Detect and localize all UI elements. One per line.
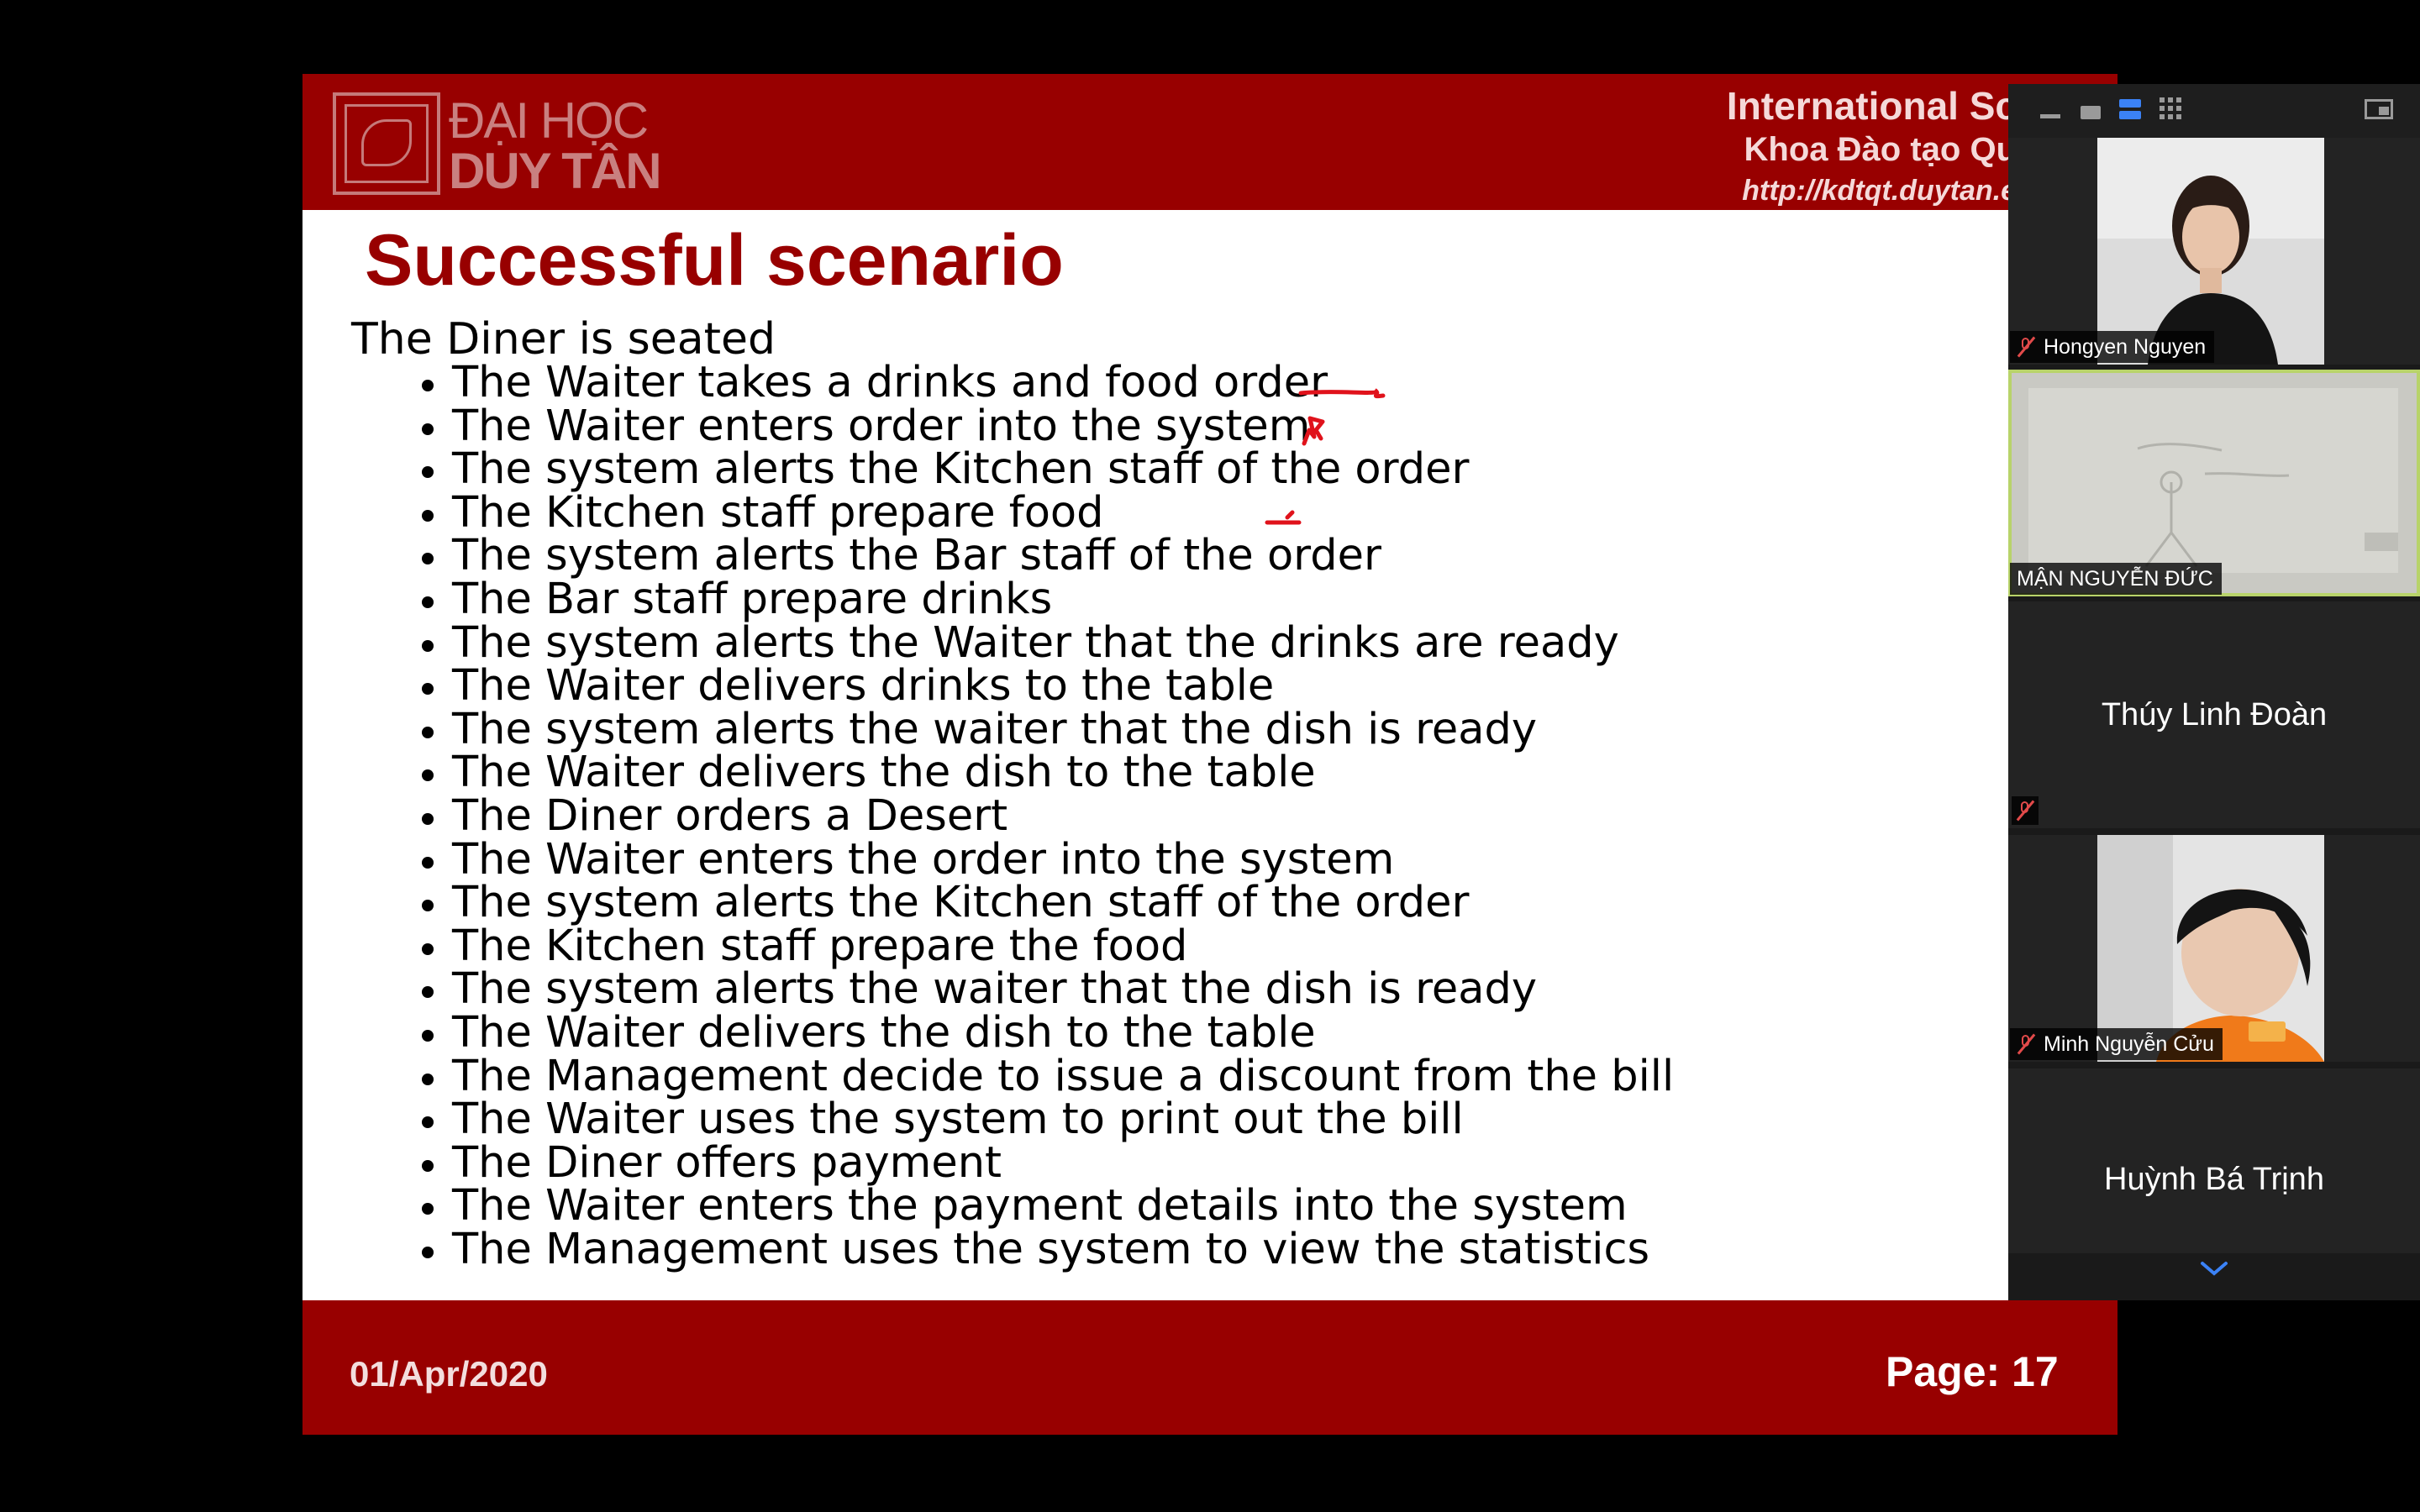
participant-name: Thúy Linh Đoàn — [2101, 697, 2328, 732]
bullet-item: The Waiter delivers the dish to the tabl… — [418, 1011, 1674, 1055]
bullet-item: The Waiter takes a drinks and food order — [418, 361, 1674, 405]
logo-text-line2: DUY TÂN — [449, 143, 662, 199]
participant-tile-hongyen[interactable]: Hongyen Nguyen — [2008, 138, 2420, 365]
chevron-down-icon[interactable] — [2197, 1258, 2231, 1278]
participant-name: Minh Nguyễn Cửu — [2044, 1032, 2214, 1056]
bullet-item: The Waiter enters the order into the sys… — [418, 837, 1674, 882]
participant-name: Hongyen Nguyen — [2044, 335, 2207, 359]
participant-name: Huỳnh Bá Trịnh — [2104, 1162, 2324, 1197]
participant-tile-minh[interactable]: Minh Nguyễn Cửu — [2008, 835, 2420, 1062]
slide-date: 01/Apr/2020 — [350, 1354, 548, 1394]
bullet-item: The system alerts the Waiter that the dr… — [418, 621, 1674, 665]
header-institution-info: International Sc Khoa Đào tạo Qu http://… — [1727, 84, 2017, 210]
participant-name-tag: Hongyen Nguyen — [2010, 331, 2215, 363]
bullet-item: The system alerts the Kitchen staff of t… — [418, 448, 1674, 491]
bullet-item: The system alerts the Bar staff of the o… — [418, 534, 1674, 578]
logo-text-line1: ĐẠI HỌC — [449, 92, 649, 149]
bullet-item: The system alerts the waiter that the di… — [418, 708, 1674, 752]
shared-screen-slide: ĐẠI HỌC DUY TÂN International Sc Khoa Đà… — [302, 74, 2118, 1435]
mic-muted-icon — [2016, 800, 2035, 822]
participant-name-tag: Minh Nguyễn Cửu — [2010, 1028, 2223, 1060]
slide-footer-banner: 01/Apr/2020 Page: 17 — [302, 1300, 2118, 1435]
participant-name: MẬN NGUYỄN ĐỨC — [2017, 567, 2213, 591]
participant-tile-huynh[interactable]: Huỳnh Bá Trịnh — [2008, 1068, 2420, 1253]
gallery-view-icon[interactable] — [2160, 97, 2183, 121]
bullet-item: The Management uses the system to view t… — [418, 1228, 1674, 1272]
participant-name-tag: MẬN NGUYỄN ĐỨC — [2010, 563, 2222, 595]
bullet-item: The Diner offers payment — [418, 1142, 1674, 1185]
bullet-item: The Waiter enters order into the system — [418, 404, 1674, 449]
bullet-item: The Waiter enters the payment details in… — [418, 1184, 1674, 1228]
video-panel-toolbar — [2008, 84, 2420, 138]
bullet-item: The Management decide to issue a discoun… — [418, 1054, 1674, 1099]
slide-intro-text: The Diner is seated — [351, 314, 776, 365]
bullet-item: The Bar staff prepare drinks — [418, 578, 1674, 622]
bullet-item: The Waiter delivers the dish to the tabl… — [418, 751, 1674, 795]
bullet-item: The Kitchen staff prepare food — [418, 491, 1674, 535]
university-logo: ĐẠI HỌC DUY TÂN — [333, 92, 662, 203]
minimize-videos-icon[interactable] — [2040, 114, 2060, 118]
speaker-view-icon[interactable] — [2119, 99, 2141, 121]
slide-header-banner: ĐẠI HỌC DUY TÂN International Sc Khoa Đà… — [302, 74, 2118, 210]
slide-title: Successful scenario — [365, 220, 1064, 301]
mic-muted-badge — [2012, 796, 2039, 825]
participant-video-frame — [2012, 373, 2417, 593]
header-url: http://kdtqt.duytan.e — [1742, 175, 2017, 207]
bullet-item: The Waiter uses the system to print out … — [418, 1098, 1674, 1142]
participant-video-panel: Hongyen Nguyen MẬN NGUYỄN ĐỨC Thúy Linh … — [2008, 84, 2420, 1300]
header-school-name: International Sc — [1726, 84, 2017, 128]
mic-muted-icon — [2017, 336, 2036, 358]
bullet-item: The Waiter delivers drinks to the table — [418, 664, 1674, 708]
exit-side-by-side-icon[interactable] — [2365, 99, 2393, 119]
scenario-bullet-list: The Waiter takes a drinks and food order… — [418, 361, 1674, 1271]
header-faculty-name: Khoa Đào tạo Qu — [1744, 131, 2017, 168]
participant-video — [2097, 835, 2324, 1062]
single-video-view-icon[interactable] — [2081, 106, 2101, 119]
bullet-item: The Diner orders a Desert — [418, 795, 1674, 838]
bullet-item: The system alerts the Kitchen staff of t… — [418, 881, 1674, 925]
participant-tile-man[interactable]: MẬN NGUYỄN ĐỨC — [2008, 370, 2420, 596]
logo-emblem-icon — [333, 92, 440, 195]
bullet-item: The system alerts the waiter that the di… — [418, 968, 1674, 1011]
bullet-item: The Kitchen staff prepare the food — [418, 925, 1674, 969]
participant-tile-thuy-linh[interactable]: Thúy Linh Đoàn — [2008, 601, 2420, 828]
mic-muted-icon — [2017, 1033, 2036, 1055]
slide-page-number: Page: 17 — [1886, 1348, 2059, 1395]
participant-video-frame — [2097, 835, 2324, 1062]
